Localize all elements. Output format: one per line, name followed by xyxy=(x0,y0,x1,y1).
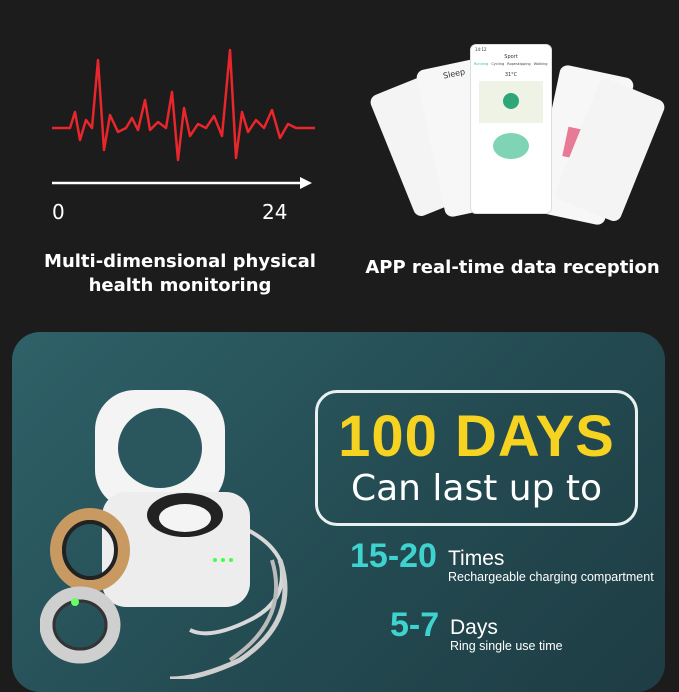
stat1-desc: Rechargeable charging compartment xyxy=(448,570,654,584)
stat1-value: 15-20 xyxy=(350,537,437,575)
route-icon xyxy=(493,133,529,159)
play-button[interactable] xyxy=(503,93,519,109)
right-caption: APP real-time data reception xyxy=(365,257,660,278)
headline-box: 100 DAYS Can last up to xyxy=(315,390,638,526)
stat2-unit: Days xyxy=(450,616,498,639)
axis-start-label: 0 xyxy=(52,200,65,224)
ring-and-charger-image xyxy=(40,390,288,679)
subheadline: Can last up to xyxy=(350,468,603,509)
heartbeat-chart xyxy=(52,48,315,189)
headline: 100 DAYS xyxy=(338,404,615,469)
sport-illustration xyxy=(479,81,543,123)
left-caption: Multi-dimensional physical health monito… xyxy=(44,251,316,296)
stat2-value: 5-7 xyxy=(390,606,440,644)
phone-center: 14:12 Sport Running Cycling Ropeskipping… xyxy=(470,44,552,214)
axis-arrow-icon xyxy=(300,177,312,189)
app-screenshots: Sleep 14:12 Sport Running Cycling Ropesk… xyxy=(368,40,667,230)
stat2-desc: Ring single use time xyxy=(450,639,563,653)
axis-end-label: 24 xyxy=(262,200,288,224)
stat1-unit: Times xyxy=(448,547,505,570)
heartbeat-line xyxy=(52,48,315,162)
